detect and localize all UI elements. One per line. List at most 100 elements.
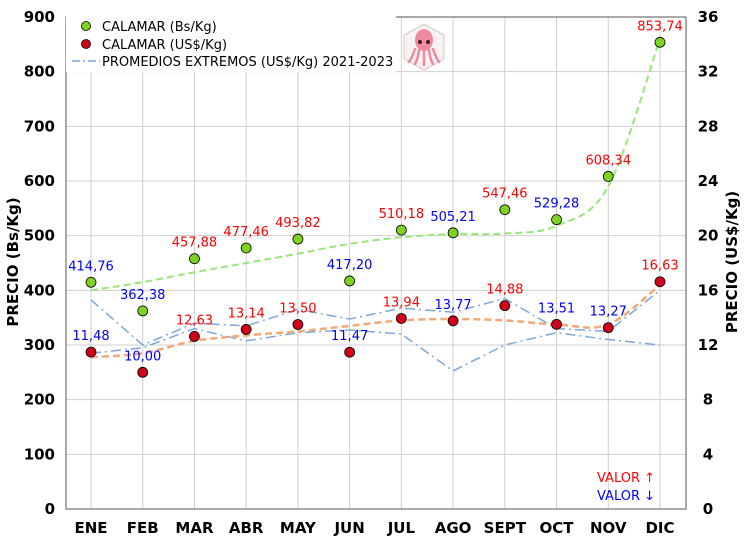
y-left-tick-label: 600: [24, 172, 55, 190]
y-left-tick-label: 700: [24, 117, 55, 135]
point-usd: [551, 318, 562, 330]
data-label-usd: 13,77: [434, 298, 471, 313]
x-tick-label: ABR: [229, 519, 264, 537]
data-label-bs: 457,88: [172, 236, 218, 251]
x-tick-label: NOV: [590, 519, 627, 537]
point-usd: [344, 346, 356, 358]
y-right-tick-label: 16: [698, 281, 719, 299]
point-usd: [240, 324, 252, 335]
point-bs: [654, 36, 666, 48]
data-points: [85, 36, 666, 378]
point-bs: [551, 214, 562, 226]
y-left-tick-label: 500: [24, 227, 55, 245]
point-usd: [447, 315, 459, 327]
data-label-bs: 510,18: [379, 207, 425, 222]
extreme-averages-lines: [90, 289, 661, 372]
y-right-tick-label: 8: [703, 391, 713, 409]
data-label-bs: 362,38: [120, 288, 166, 303]
data-label-usd: 12,63: [176, 313, 213, 328]
point-usd: [654, 276, 666, 288]
y-left-tick-label: 800: [24, 63, 55, 81]
trend-line-usd: [90, 283, 661, 359]
trend-lines: [90, 38, 661, 359]
data-label-bs: 414,76: [68, 259, 114, 274]
data-label-bs: 529,28: [534, 197, 580, 212]
squid-icon: [403, 23, 445, 71]
y-left-tick-label: 400: [24, 281, 55, 299]
data-label-usd: 13,50: [279, 302, 316, 317]
point-usd: [499, 300, 511, 312]
point-bs: [395, 224, 407, 236]
point-bs: [189, 253, 200, 265]
legend-label-extremes: PROMEDIOS EXTREMOS (US$/Kg) 2021-2023: [102, 55, 393, 70]
data-label-usd: 11,47: [331, 329, 368, 344]
point-bs: [292, 233, 304, 245]
y-left-tick-label: 300: [24, 336, 55, 354]
data-label-bs: 493,82: [275, 216, 321, 231]
y-left-tick-label: 0: [45, 500, 55, 518]
data-labels: 414,76 362,38 457,88 477,46 493,82 417,20 510,…: [68, 19, 683, 364]
data-label-usd: 11,48: [72, 329, 109, 344]
y-right-tick-label: 32: [698, 63, 719, 81]
point-usd: [85, 346, 97, 358]
annotation-valor-down: VALOR ↓: [597, 489, 655, 504]
trend-line-bs: [90, 38, 661, 292]
y-left-tick-label: 100: [24, 445, 55, 463]
point-usd: [292, 319, 304, 330]
point-usd: [189, 330, 200, 342]
data-label-bs: 853,74: [637, 19, 683, 34]
axis-ticks: 0 100 200 300 400 500 600 700 800 900 0 4 8 12 16 20 24 2…: [24, 8, 719, 537]
y-right-tick-label: 28: [698, 117, 719, 135]
x-tick-label: SEPT: [484, 519, 527, 537]
point-bs: [137, 305, 149, 317]
data-label-bs: 608,34: [586, 153, 632, 168]
data-label-bs: 505,21: [430, 210, 476, 225]
legend-label-bs: CALAMAR (Bs/Kg): [102, 20, 217, 35]
x-tick-label: MAR: [175, 519, 214, 537]
x-tick-label: ENE: [74, 519, 107, 537]
point-bs: [499, 204, 511, 216]
data-label-usd: 13,27: [590, 305, 627, 320]
data-label-usd: 13,14: [228, 306, 265, 321]
point-bs: [447, 227, 459, 239]
y-left-tick-label: 200: [24, 391, 55, 409]
legend-box: [66, 12, 396, 72]
x-tick-label: FEB: [127, 519, 159, 537]
data-label-bs: 477,46: [223, 225, 269, 240]
x-tick-label: JUL: [387, 519, 416, 537]
legend-marker-usd: [81, 39, 91, 49]
y-left-tick-label: 900: [24, 8, 55, 26]
x-tick-label: AGO: [435, 519, 472, 537]
data-label-usd: 13,51: [538, 301, 575, 316]
point-bs: [240, 242, 252, 254]
y-axis-right-title: PRECIO (US$/Kg): [723, 191, 741, 333]
extremes-upper-line: [90, 289, 661, 346]
point-usd: [602, 322, 614, 334]
data-label-bs: 417,20: [327, 258, 373, 273]
point-bs: [602, 171, 614, 182]
y-right-tick-label: 12: [698, 336, 719, 354]
point-bs: [344, 275, 356, 287]
data-label-usd: 14,88: [486, 283, 523, 298]
annotation-valor-up: VALOR ↑: [597, 471, 655, 486]
y-right-tick-label: 24: [698, 172, 719, 190]
y-axis-left-title: PRECIO (Bs/Kg): [4, 197, 22, 326]
x-tick-label: MAY: [280, 519, 317, 537]
y-right-tick-label: 36: [698, 8, 719, 26]
y-right-tick-label: 4: [703, 445, 713, 463]
y-right-tick-label: 0: [703, 500, 713, 518]
x-tick-label: OCT: [540, 519, 575, 537]
data-label-bs: 547,46: [482, 187, 528, 202]
point-usd: [395, 313, 407, 324]
legend: CALAMAR (Bs/Kg) CALAMAR (US$/Kg) PROMEDI…: [66, 12, 396, 72]
x-tick-label: JUN: [333, 519, 364, 537]
data-label-usd: 16,63: [641, 259, 678, 274]
y-right-tick-label: 20: [698, 227, 719, 245]
point-usd: [137, 366, 149, 378]
legend-label-usd: CALAMAR (US$/Kg): [102, 38, 227, 53]
data-label-usd: 10,00: [124, 349, 161, 364]
data-label-usd: 13,94: [383, 295, 420, 310]
legend-marker-bs: [81, 21, 91, 31]
